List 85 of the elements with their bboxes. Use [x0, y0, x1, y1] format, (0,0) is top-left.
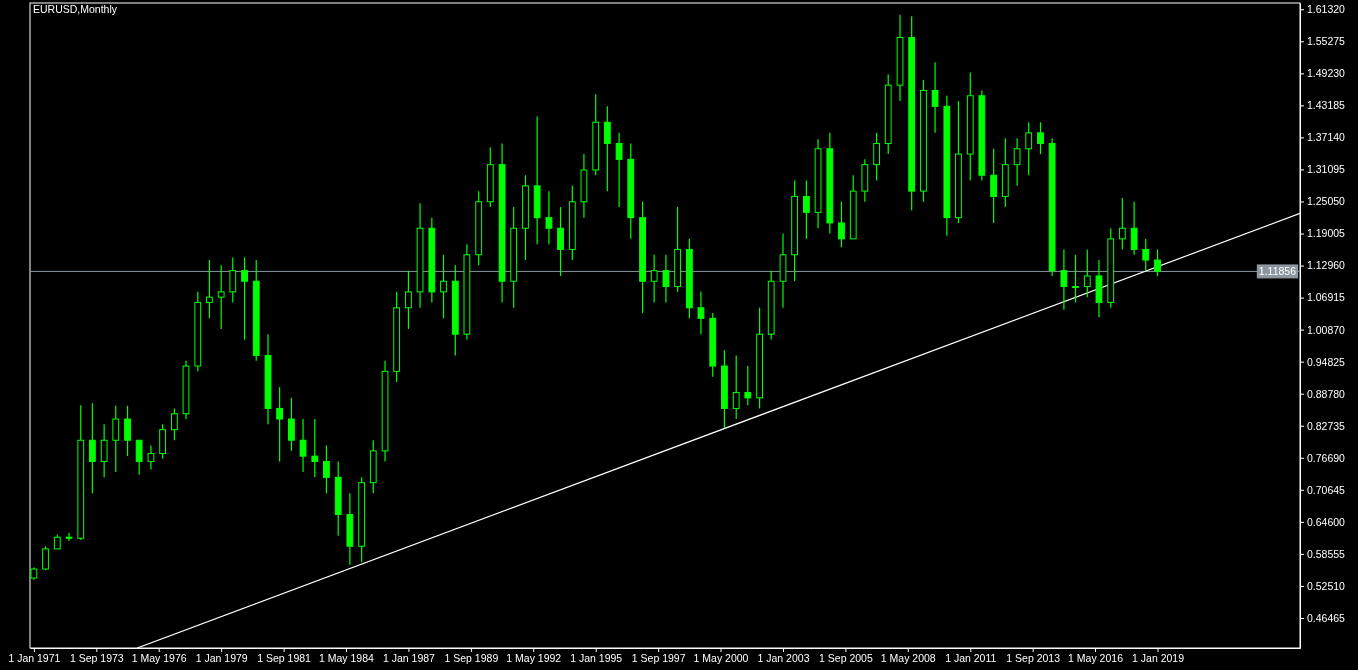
x-tick-label: 1 Jan 2011: [945, 652, 997, 665]
x-tick-label: 1 May 2008: [880, 652, 936, 665]
x-tick-label: 1 May 1976: [131, 652, 187, 665]
y-tick-label: 0.82735: [1307, 419, 1346, 432]
y-tick-label: 1.61320: [1307, 3, 1346, 16]
candlestick: [744, 365, 752, 406]
candlestick: [135, 439, 143, 476]
y-tick-label: 1.19005: [1307, 227, 1346, 240]
candlestick: [990, 148, 998, 224]
candlestick: [662, 254, 670, 304]
x-tick-label: 1 Jan 1979: [195, 652, 248, 665]
candlestick: [65, 532, 73, 542]
y-tick-label: 1.25050: [1307, 195, 1346, 208]
chart-title: EURUSD,Monthly: [33, 3, 118, 15]
y-tick-label: 0.58555: [1307, 547, 1346, 560]
x-tick-label: 1 Sep 2005: [819, 652, 873, 665]
candlestick: [1154, 248, 1161, 277]
y-tick-label: 1.06915: [1307, 291, 1346, 304]
candlestick: [732, 354, 740, 420]
candlestick: [873, 132, 881, 182]
y-tick-label: 0.94825: [1307, 355, 1346, 368]
x-tick-label: 1 Jan 2003: [757, 652, 810, 665]
candlestick: [557, 206, 564, 277]
y-tick-label: 1.55275: [1307, 35, 1346, 48]
candlestick: [802, 179, 810, 240]
candlestick: [440, 254, 447, 319]
x-tick-label: 1 Jan 1971: [8, 652, 61, 665]
y-tick-label: 1.49230: [1307, 67, 1346, 80]
candlestick: [170, 407, 178, 441]
y-tick-label: 1.37140: [1307, 131, 1346, 144]
candlestick: [838, 201, 845, 248]
candlestick: [545, 190, 553, 245]
candlestick: [100, 423, 108, 478]
y-tick-label: 1.31095: [1307, 163, 1346, 176]
candlestick: [650, 254, 658, 304]
candlestick: [1025, 121, 1033, 176]
candlestick: [229, 256, 237, 304]
y-tick-label: 0.64600: [1307, 515, 1346, 528]
candlestick: [147, 444, 155, 470]
candlestick: [311, 418, 319, 478]
y-tick-label: 1.12960: [1307, 259, 1346, 272]
candlestick: [615, 132, 623, 208]
candlestick: [1072, 254, 1079, 304]
y-tick-label: 0.46465: [1307, 611, 1346, 624]
candlestick: [405, 270, 412, 330]
candlestick: [288, 397, 295, 452]
y-tick-label: 0.52510: [1307, 579, 1346, 592]
candlestick: [124, 405, 131, 457]
candlestick: [1118, 197, 1126, 251]
candlestick: [931, 61, 939, 134]
candlestick: [112, 405, 120, 473]
candlestick: [1013, 137, 1021, 187]
ref-line-label: 1.11856: [1258, 265, 1297, 278]
x-tick-label: 1 Sep 1981: [257, 652, 312, 665]
candlestick: [299, 418, 307, 473]
candlestick: [323, 444, 330, 494]
candlestick: [603, 105, 611, 192]
x-tick-label: 1 May 2000: [693, 652, 749, 665]
candlestick: [1130, 201, 1138, 256]
x-tick-label: 1 May 1992: [506, 652, 562, 665]
y-tick-label: 0.76690: [1307, 451, 1346, 464]
y-tick-label: 0.70645: [1307, 483, 1346, 496]
x-tick-label: 1 May 1984: [319, 652, 375, 665]
candlestick: [241, 256, 248, 341]
x-tick-label: 1 Sep 1989: [444, 652, 499, 665]
x-tick-label: 1 Jan 1987: [382, 652, 436, 665]
candlestick: [217, 264, 225, 330]
candlestick: [276, 386, 284, 463]
x-tick-label: 1 Sep 1997: [631, 652, 686, 665]
x-tick-label: 1 May 2016: [1068, 652, 1124, 665]
y-tick-label: 1.43185: [1307, 99, 1346, 112]
x-tick-label: 1 Sep 2013: [1006, 652, 1061, 665]
candlestick: [1037, 121, 1044, 155]
candlestick: [88, 402, 96, 494]
candlestick: [697, 291, 705, 335]
x-tick-label: 1 Sep 1973: [69, 652, 124, 665]
candlestick: [205, 259, 213, 319]
x-tick-label: 1 Jan 1995: [570, 652, 623, 665]
candlestick: [1142, 238, 1150, 272]
x-tick-label: 1 Jan 2019: [1132, 652, 1185, 665]
candlestick: [1060, 248, 1068, 311]
y-tick-label: 1.00870: [1307, 323, 1346, 336]
candlestick: [1083, 248, 1091, 298]
y-tick-label: 0.88780: [1307, 387, 1346, 400]
candlestick: [159, 423, 166, 460]
